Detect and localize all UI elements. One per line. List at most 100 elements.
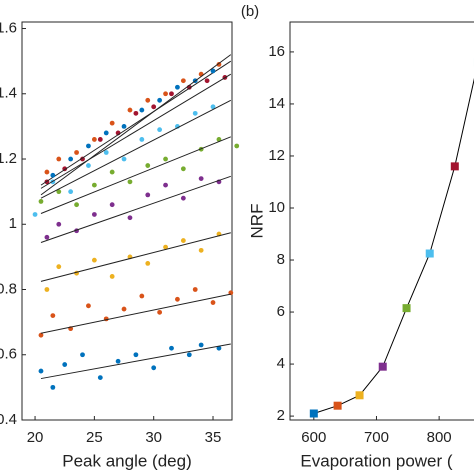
point [127, 107, 133, 113]
point [121, 156, 127, 162]
point [50, 313, 56, 319]
point [145, 163, 151, 168]
marker [425, 249, 434, 258]
y-tick-label: 2 [277, 407, 285, 424]
point [216, 345, 222, 351]
point [74, 202, 79, 208]
point [32, 212, 38, 217]
point [210, 104, 216, 110]
point [192, 110, 198, 116]
y-tick-label: 0.6 [0, 346, 17, 363]
point [139, 137, 145, 142]
point [234, 143, 240, 149]
point [38, 368, 44, 374]
point [186, 352, 192, 358]
point [62, 362, 68, 367]
point [91, 137, 97, 142]
point [121, 306, 127, 312]
y-tick-label: 0.8 [0, 280, 17, 297]
y-tick-label: 1.2 [0, 150, 17, 167]
point [127, 179, 133, 185]
fit-line [40, 99, 232, 199]
point [74, 150, 79, 155]
point [103, 130, 109, 136]
y-axis-label: NRF [247, 204, 266, 239]
point [91, 257, 97, 263]
point [86, 163, 91, 168]
fit-line [40, 73, 232, 189]
point [109, 274, 115, 279]
point [91, 182, 97, 188]
axes-box [21, 21, 233, 421]
x-tick-label: 30 [145, 429, 162, 446]
marker [450, 162, 459, 171]
point [180, 166, 186, 172]
y-tick-label: 1 [9, 215, 17, 232]
point [169, 345, 174, 351]
point [38, 199, 44, 204]
x-tick-label: 700 [364, 429, 389, 446]
marker [378, 362, 387, 371]
point [56, 189, 62, 195]
point [86, 143, 91, 149]
y-tick-label: 1.4 [0, 85, 17, 102]
point [139, 107, 145, 113]
point [68, 189, 74, 195]
point [44, 169, 50, 175]
point [91, 212, 97, 217]
point [109, 169, 115, 175]
marker [402, 304, 411, 313]
marker [309, 409, 318, 418]
x-tick-label: 800 [427, 429, 452, 446]
point [204, 78, 210, 84]
x-axis-label: Evaporation power ( [300, 451, 452, 470]
y-tick-label: 4 [277, 355, 285, 372]
point [56, 156, 62, 162]
point [163, 91, 168, 97]
point [157, 97, 163, 103]
point [133, 110, 139, 116]
point [145, 261, 151, 266]
point [121, 123, 127, 129]
x-tick-label: 35 [205, 429, 222, 446]
point [97, 137, 103, 142]
fit-line [40, 136, 232, 214]
point [180, 195, 186, 201]
point [103, 150, 109, 155]
point [133, 352, 139, 358]
x-tick-label: 20 [27, 429, 44, 446]
axes-box [289, 21, 474, 421]
fit-line [40, 232, 231, 282]
line [313, 77, 474, 414]
point [210, 300, 216, 305]
point [115, 358, 121, 364]
point [198, 176, 204, 181]
point [38, 332, 44, 338]
point [56, 221, 62, 227]
point [44, 287, 50, 292]
point [109, 120, 115, 126]
y-tick-label: 8 [277, 251, 285, 268]
y-tick-label: 6 [277, 303, 285, 320]
point [56, 264, 62, 270]
point [180, 238, 186, 243]
point [198, 247, 204, 253]
point [50, 172, 56, 178]
point [163, 182, 168, 188]
y-tick-label: 0.4 [0, 411, 17, 428]
point [169, 91, 174, 97]
x-tick-label: 600 [301, 429, 326, 446]
point [192, 287, 198, 292]
point [109, 202, 115, 208]
point [180, 78, 186, 84]
x-axis-label: Peak angle (deg) [62, 451, 191, 470]
point [175, 84, 180, 90]
point [157, 127, 163, 133]
point [210, 68, 216, 74]
point [151, 365, 157, 371]
point [97, 375, 103, 380]
point [80, 156, 85, 162]
fit-line [40, 343, 231, 380]
